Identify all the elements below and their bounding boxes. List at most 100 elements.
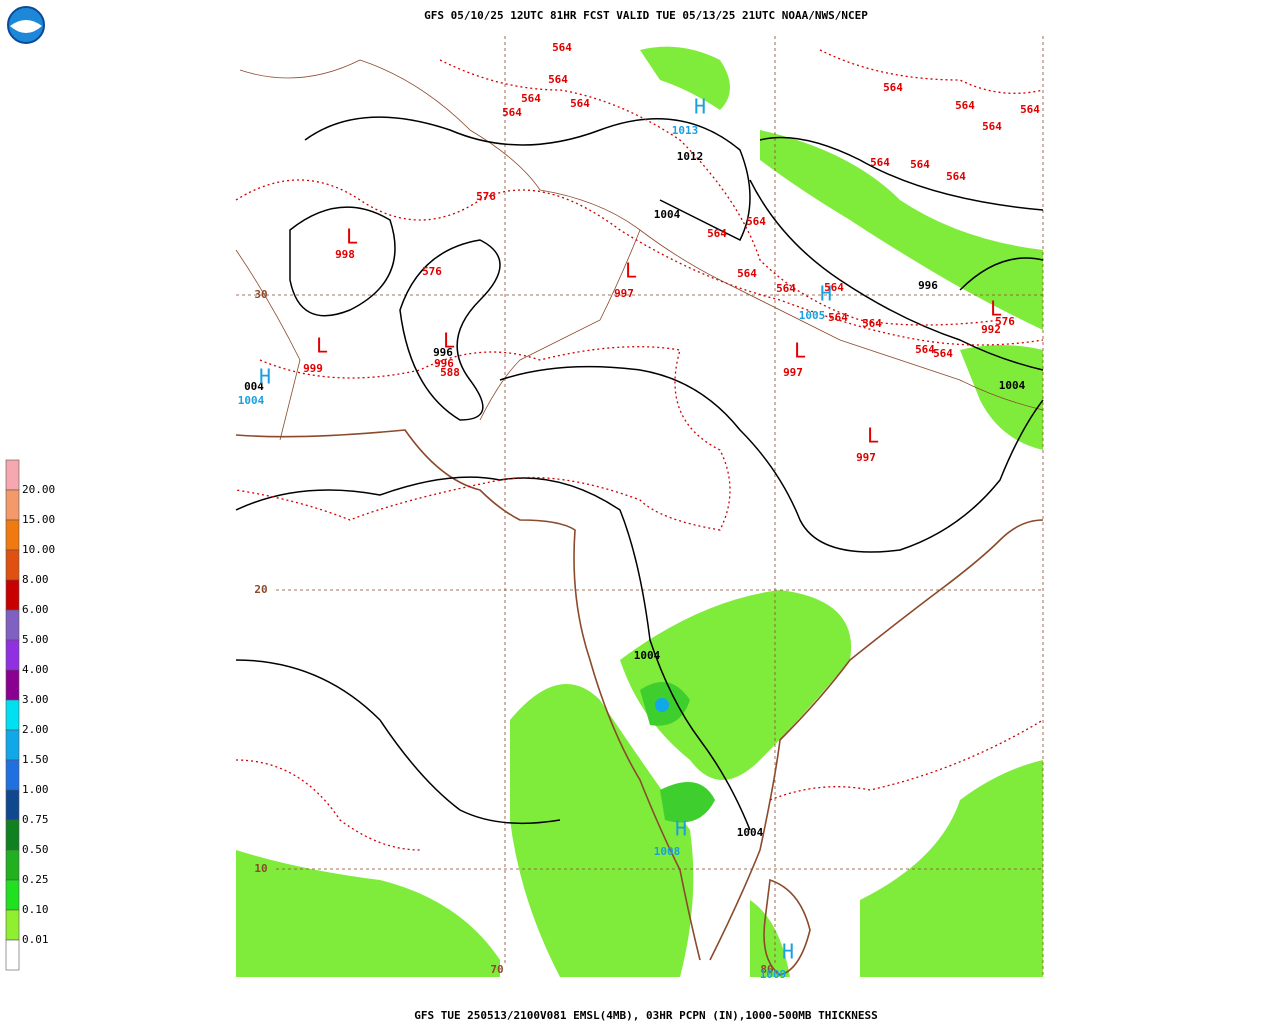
precip-area — [510, 684, 694, 977]
legend-swatch — [5, 699, 20, 731]
thickness-label: 564 — [828, 311, 848, 324]
grid-label: 30 — [254, 288, 267, 301]
low-value: 997 — [856, 451, 876, 464]
legend-label: 10.00 — [22, 543, 55, 556]
grid-label: 70 — [490, 963, 503, 976]
low-value: 999 — [303, 362, 323, 375]
legend-swatch — [5, 879, 20, 911]
isobar — [235, 476, 751, 831]
title: GFS 05/10/25 12UTC 81HR FCST VALID TUE 0… — [424, 9, 868, 22]
grid-label: 80 — [760, 963, 773, 976]
precip-area — [750, 900, 790, 977]
legend-swatch — [5, 939, 20, 971]
legend-swatch — [5, 669, 20, 701]
thickness-label: 564 — [946, 170, 966, 183]
low-value: 998 — [335, 248, 355, 261]
grid-label: 10 — [254, 862, 267, 875]
legend-label: 0.25 — [22, 873, 49, 886]
precip-max — [655, 698, 669, 712]
precip-area — [860, 760, 1043, 977]
high-value: 1008 — [654, 845, 681, 858]
thickness-label: 564 — [548, 73, 568, 86]
legend-label: 1.00 — [22, 783, 49, 796]
pressure-label: 996 — [433, 346, 453, 359]
legend-label: 4.00 — [22, 663, 49, 676]
pressure-label: 1004 — [634, 649, 661, 662]
isobar — [289, 206, 396, 317]
legend-swatch — [5, 849, 20, 881]
noaa-logo-wave — [10, 20, 42, 33]
low-symbol: L — [346, 225, 358, 249]
pressure-label: 1004 — [999, 379, 1026, 392]
border — [235, 59, 1044, 441]
low-symbol: L — [316, 334, 328, 358]
low-value: 992 — [981, 323, 1001, 336]
low-value: 997 — [614, 287, 634, 300]
thickness-label: 564 — [862, 317, 882, 330]
isobar — [749, 136, 1044, 371]
thickness-label: 564 — [746, 215, 766, 228]
thickness-label: 564 — [910, 158, 930, 171]
low-symbol: L — [867, 424, 879, 448]
legend-label: 0.50 — [22, 843, 49, 856]
thickness-label: 564 — [870, 156, 890, 169]
legend-swatch — [5, 639, 20, 671]
pressure-label: 1004 — [654, 208, 681, 221]
isobar — [499, 365, 1044, 553]
low-symbol: L — [625, 259, 637, 283]
thickness-label: 588 — [440, 366, 460, 379]
low-symbol: L — [443, 329, 455, 353]
legend-swatch — [5, 729, 20, 761]
low-value: 996 — [434, 357, 454, 370]
precip-area — [620, 590, 852, 780]
precip — [236, 46, 1043, 977]
legend-swatch — [5, 909, 20, 941]
high-symbol: H — [820, 282, 832, 306]
thickness-label: 564 — [776, 282, 796, 295]
isobar — [235, 659, 561, 825]
legend-label: 15.00 — [22, 513, 55, 526]
grid — [236, 36, 1044, 977]
legend-swatch — [5, 489, 20, 521]
legend-label: 6.00 — [22, 603, 49, 616]
thickness-label: 576 — [995, 315, 1015, 328]
legend-swatch — [5, 609, 20, 641]
legend-label: 3.00 — [22, 693, 49, 706]
high-value: 1004 — [238, 394, 265, 407]
thickness-label: 564 — [707, 227, 727, 240]
legend-swatch — [5, 549, 20, 581]
high-symbol: H — [675, 817, 687, 841]
low-symbol: L — [990, 297, 1002, 321]
precip-core — [660, 782, 715, 823]
legend-label: 5.00 — [22, 633, 49, 646]
thickness-label: 564 — [570, 97, 590, 110]
pressure-label: 1004 — [737, 826, 764, 839]
thickness-label: 564 — [824, 281, 844, 294]
legend-swatch — [5, 579, 20, 611]
legend-label: 0.10 — [22, 903, 49, 916]
high-value: 1005 — [799, 309, 826, 322]
thickness-label: 564 — [552, 41, 572, 54]
thickness-label: 564 — [1020, 103, 1040, 116]
pressure-label: 004 — [244, 380, 264, 393]
precip-area — [640, 46, 730, 110]
high-symbol: H — [259, 365, 271, 389]
legend-swatch — [5, 789, 20, 821]
grid-label: 20 — [254, 583, 267, 596]
legend-label: 0.01 — [22, 933, 49, 946]
isobar — [304, 116, 751, 242]
thickness-line — [235, 719, 1044, 851]
high-value: 1009 — [760, 968, 787, 981]
thickness-label: 564 — [955, 99, 975, 112]
thickness-label: 564 — [883, 81, 903, 94]
coastline — [235, 429, 1044, 961]
precip-area — [760, 130, 1043, 330]
thickness-label: 576 — [422, 265, 442, 278]
high-symbol: H — [694, 95, 706, 119]
legend: 20.00 15.00 10.00 8.00 6.00 5.00 4.00 3.00 2.00 1… — [5, 459, 55, 971]
high-symbol: H — [782, 940, 794, 964]
thickness-line — [235, 346, 731, 531]
low-symbol: L — [794, 339, 806, 363]
isobar — [399, 239, 501, 421]
